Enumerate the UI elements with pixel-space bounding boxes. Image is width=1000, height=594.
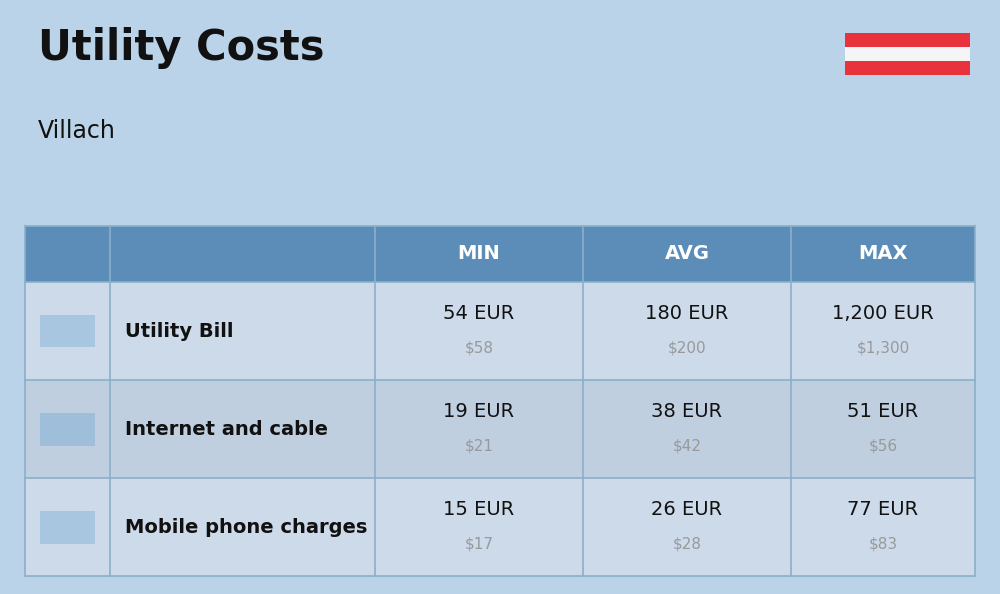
Bar	[25, 226, 975, 282]
Bar	[25, 282, 975, 380]
Bar	[845, 33, 970, 47]
Text: AVG: AVG	[664, 245, 710, 263]
Bar	[845, 61, 970, 75]
Text: Mobile phone charges: Mobile phone charges	[125, 518, 367, 536]
Text: 19 EUR: 19 EUR	[443, 402, 515, 421]
Bar	[25, 380, 975, 478]
Text: 51 EUR: 51 EUR	[847, 402, 919, 421]
Text: MIN: MIN	[458, 245, 500, 263]
Text: $1,300: $1,300	[856, 340, 910, 355]
Text: $42: $42	[672, 438, 702, 453]
Bar	[40, 511, 95, 544]
Text: MAX: MAX	[858, 245, 908, 263]
Bar	[40, 413, 95, 446]
Text: $28: $28	[672, 536, 702, 551]
Text: Utility Costs: Utility Costs	[38, 27, 324, 69]
Text: $56: $56	[868, 438, 898, 453]
Bar	[40, 315, 95, 347]
Text: 77 EUR: 77 EUR	[847, 500, 919, 519]
Text: Utility Bill: Utility Bill	[125, 322, 234, 340]
Text: 15 EUR: 15 EUR	[443, 500, 515, 519]
Text: 180 EUR: 180 EUR	[645, 304, 729, 323]
Text: $83: $83	[868, 536, 898, 551]
Text: 54 EUR: 54 EUR	[443, 304, 515, 323]
Text: 38 EUR: 38 EUR	[651, 402, 723, 421]
Bar	[25, 478, 975, 576]
Text: $200: $200	[668, 340, 706, 355]
Text: $17: $17	[464, 536, 494, 551]
Text: Internet and cable: Internet and cable	[125, 420, 328, 438]
Text: $21: $21	[464, 438, 494, 453]
Text: 26 EUR: 26 EUR	[651, 500, 723, 519]
Text: Villach: Villach	[38, 119, 116, 143]
Text: $58: $58	[464, 340, 494, 355]
Bar	[845, 47, 970, 61]
Text: 1,200 EUR: 1,200 EUR	[832, 304, 934, 323]
